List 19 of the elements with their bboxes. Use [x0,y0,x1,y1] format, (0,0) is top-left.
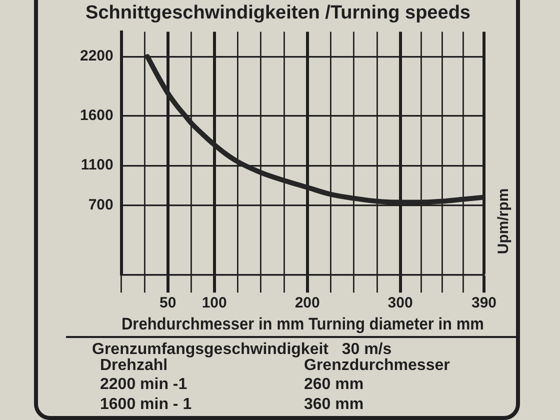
y-tick-label: 1600 [80,107,114,124]
text: 260 mm [304,376,364,393]
text: 1600 min - 1 [100,396,192,412]
x-tick-label: 50 [160,294,176,312]
text: Drehzahl [100,356,168,374]
y-axis-title: Upm/rpm [495,188,512,254]
y-tick-label: 2200 [80,48,114,65]
text: Grenzumfangsgeschwindigkeit 30 m/s [92,341,392,358]
x-tick-label: 300 [388,294,413,312]
text: Grenzdurchmesser [304,356,450,374]
x-tick-label: 200 [294,294,320,312]
text: 2200 min -1 [100,376,188,393]
y-tick-label: 700 [88,196,114,214]
text: 360 mm [304,396,364,412]
x-tick-label: 100 [202,294,227,312]
x-tick-label: 390 [471,294,497,312]
chart-title: Schnittgeschwindigkeiten /Turning speeds [86,2,470,24]
y-tick-label: 1100 [80,156,114,174]
x-axis-title: Drehdurchmesser in mm Turning diameter in mm [121,314,484,334]
